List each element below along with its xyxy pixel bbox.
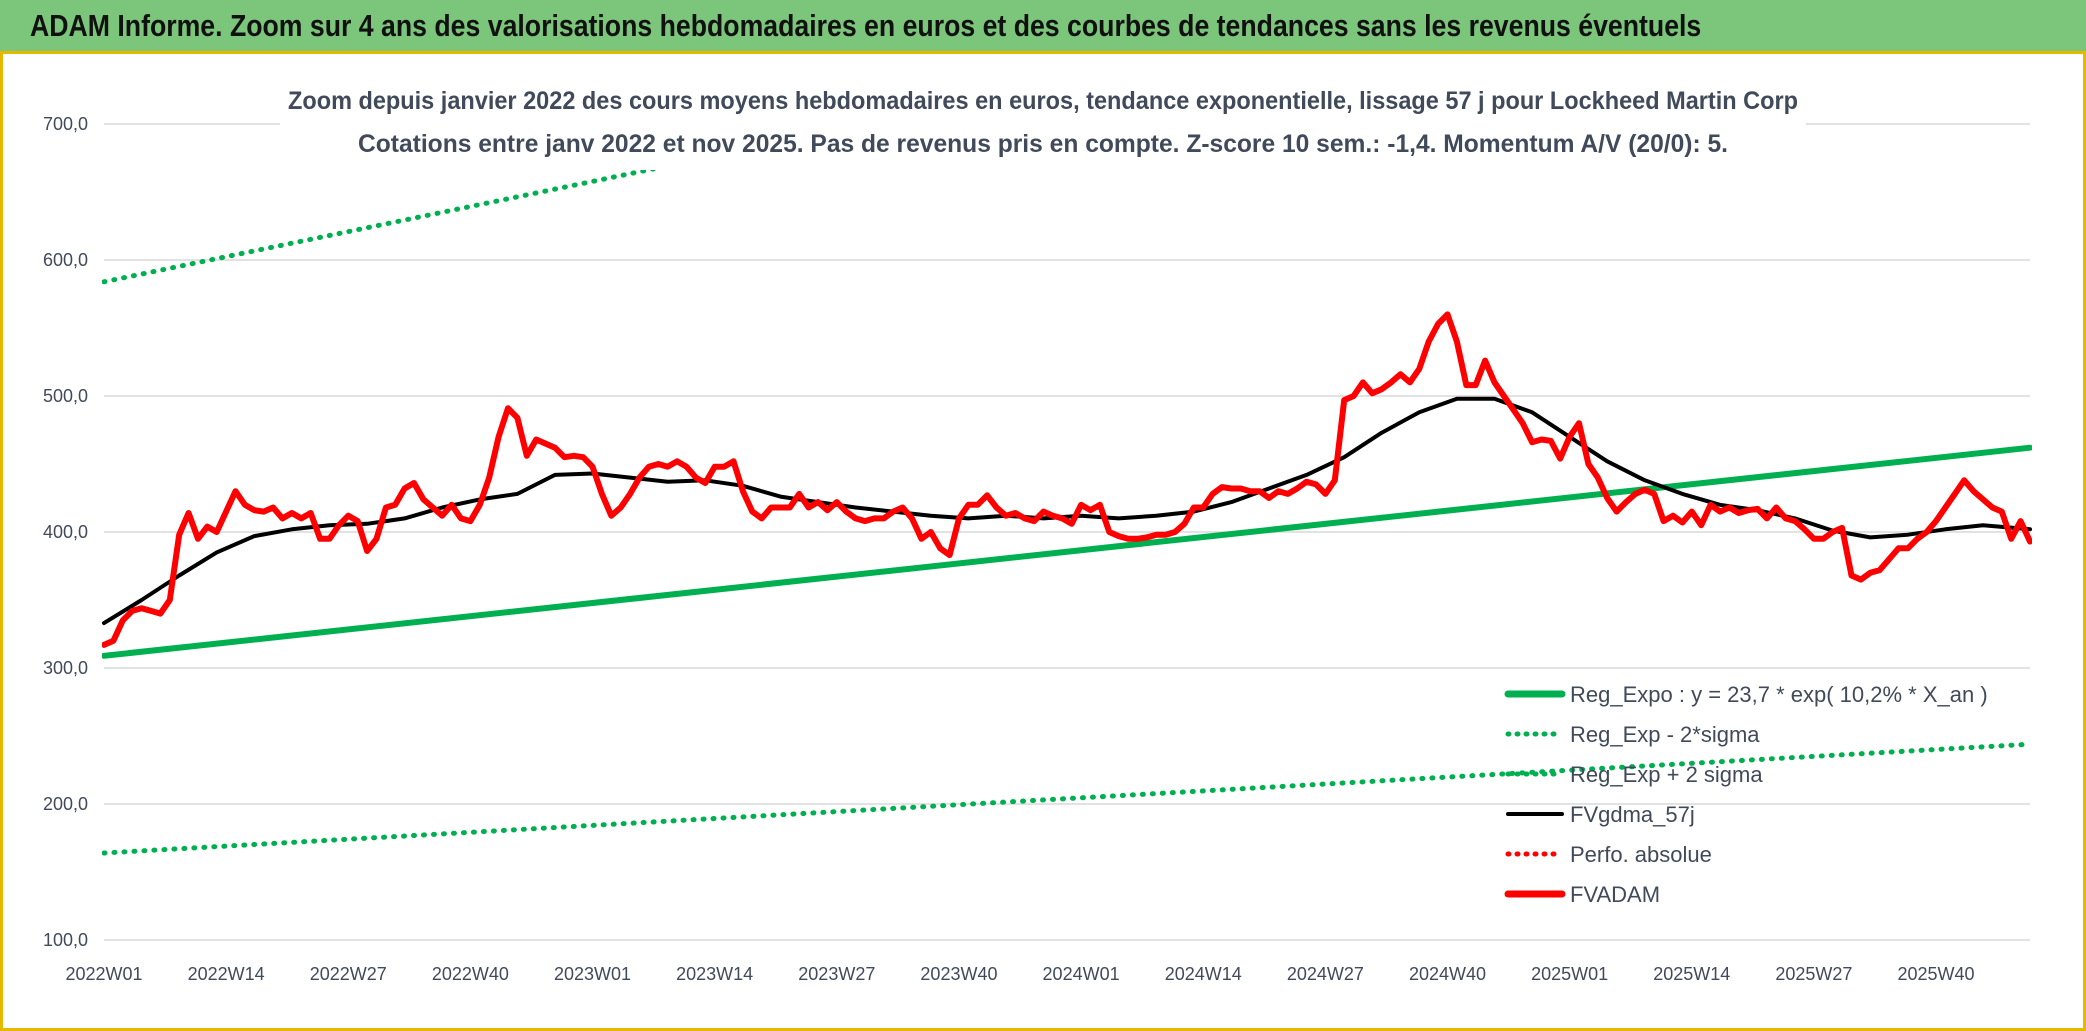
x-tick-label: 2023W14 bbox=[676, 964, 753, 984]
legend-label: Reg_Exp - 2*sigma bbox=[1570, 722, 1760, 747]
legend-reg-exp-minus: Reg_Exp - 2*sigma bbox=[1505, 722, 1760, 747]
y-tick-label: 600,0 bbox=[43, 250, 88, 270]
chart-title-line1: Zoom depuis janvier 2022 des cours moyen… bbox=[288, 87, 1798, 115]
chart-title-box: Zoom depuis janvier 2022 des cours moyen… bbox=[280, 78, 1806, 170]
x-tick-label: 2024W27 bbox=[1287, 964, 1364, 984]
legend: Reg_Expo : y = 23,7 * exp( 10,2% * X_an … bbox=[1504, 682, 1988, 907]
legend-reg-exp-plus: Reg_Exp + 2 sigma bbox=[1505, 762, 1763, 787]
chart-title-line2: Cotations entre janv 2022 et nov 2025. P… bbox=[358, 130, 1728, 158]
legend-reg-expo: Reg_Expo : y = 23,7 * exp( 10,2% * X_an … bbox=[1504, 682, 1988, 707]
legend-label: FVADAM bbox=[1570, 882, 1660, 907]
y-tick-label: 700,0 bbox=[43, 114, 88, 134]
y-tick-label: 100,0 bbox=[43, 930, 88, 950]
x-axis-ticks: 2022W01 2022W14 2022W27 2022W40 2023W01 2023W… bbox=[65, 964, 1974, 984]
x-tick-label: 2023W40 bbox=[920, 964, 997, 984]
chart-frame bbox=[0, 54, 2086, 1031]
legend-label: Perfo. absolue bbox=[1570, 842, 1712, 867]
fvadam-line bbox=[102, 311, 2032, 648]
chart-title-background bbox=[280, 78, 1806, 170]
x-tick-label: 2023W27 bbox=[798, 964, 875, 984]
y-tick-label: 500,0 bbox=[43, 386, 88, 406]
y-tick-label: 200,0 bbox=[43, 794, 88, 814]
x-tick-label: 2023W01 bbox=[554, 964, 631, 984]
x-tick-label: 2022W14 bbox=[188, 964, 265, 984]
legend-label: Reg_Expo : y = 23,7 * exp( 10,2% * X_an … bbox=[1570, 682, 1988, 707]
x-tick-label: 2022W27 bbox=[310, 964, 387, 984]
series-group bbox=[102, 120, 2032, 856]
legend-label: FVgdma_57j bbox=[1570, 802, 1695, 827]
reg-expo-line bbox=[102, 444, 2032, 659]
y-tick-label: 300,0 bbox=[43, 658, 88, 678]
legend-perfo: Perfo. absolue bbox=[1505, 842, 1712, 867]
x-tick-label: 2025W40 bbox=[1898, 964, 1975, 984]
legend-label: Reg_Exp + 2 sigma bbox=[1570, 762, 1763, 787]
reg-exp-minus-2sigma-line bbox=[102, 741, 2032, 856]
x-tick-label: 2024W14 bbox=[1165, 964, 1242, 984]
page-title: ADAM Informe. Zoom sur 4 ans des valoris… bbox=[30, 8, 1702, 43]
x-tick-label: 2022W40 bbox=[432, 964, 509, 984]
x-tick-label: 2024W40 bbox=[1409, 964, 1486, 984]
x-tick-label: 2024W01 bbox=[1043, 964, 1120, 984]
header-bar: ADAM Informe. Zoom sur 4 ans des valoris… bbox=[0, 0, 2086, 54]
legend-fvadam: FVADAM bbox=[1504, 882, 1660, 907]
x-tick-label: 2025W01 bbox=[1531, 964, 1608, 984]
grid-lines bbox=[104, 123, 2030, 941]
x-tick-label: 2025W14 bbox=[1653, 964, 1730, 984]
x-tick-label: 2022W01 bbox=[65, 964, 142, 984]
legend-fvgdma: FVgdma_57j bbox=[1506, 802, 1695, 827]
y-axis-ticks: 100,0 200,0 300,0 400,0 500,0 600,0 700,0 bbox=[43, 114, 88, 950]
x-tick-label: 2025W27 bbox=[1775, 964, 1852, 984]
reg-exp-plus-2sigma-line bbox=[102, 120, 904, 285]
y-tick-label: 400,0 bbox=[43, 522, 88, 542]
